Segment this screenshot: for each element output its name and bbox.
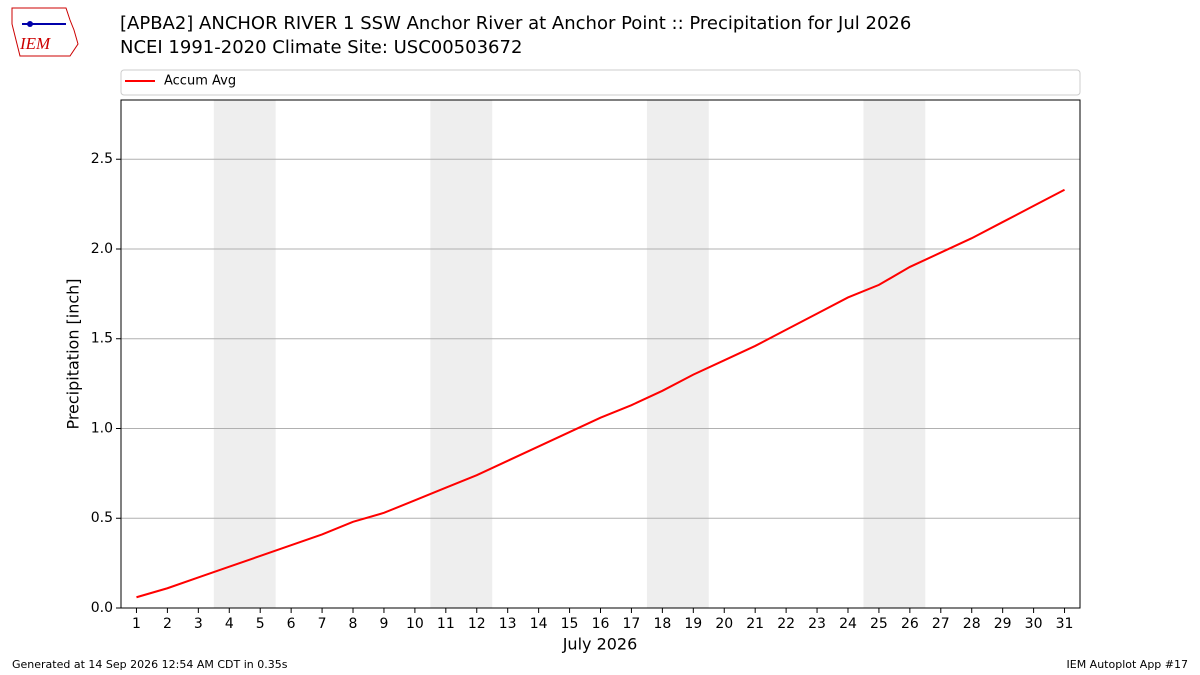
y-tick-label: 0.5 (91, 510, 113, 526)
logo-outline (11, 7, 79, 57)
x-tick-label: 20 (715, 616, 733, 632)
x-tick-label: 9 (379, 616, 388, 632)
x-tick-label: 17 (623, 616, 641, 632)
series-line (136, 188, 1065, 599)
x-axis-label: July 2026 (562, 635, 638, 654)
x-tick-label: 4 (225, 616, 234, 632)
x-tick-label: 6 (287, 616, 296, 632)
x-tick-label: 16 (592, 616, 610, 632)
x-tick-label: 3 (194, 616, 203, 632)
x-tick-label: 23 (808, 616, 826, 632)
x-tick-label: 21 (746, 616, 764, 632)
x-tick-label: 13 (499, 616, 517, 632)
x-tick-label: 28 (963, 616, 981, 632)
x-tick-label: 14 (530, 616, 548, 632)
x-tick-label: 22 (777, 616, 795, 632)
weekend-band (213, 100, 276, 608)
x-tick-label: 1 (132, 616, 141, 632)
x-tick-label: 8 (349, 616, 358, 632)
x-tick-label: 19 (684, 616, 702, 632)
y-tick-label: 2.0 (91, 241, 113, 257)
y-tick-label: 1.0 (91, 420, 113, 436)
footer-left: Generated at 14 Sep 2026 12:54 AM CDT in… (12, 658, 288, 671)
weekend-band (646, 100, 709, 608)
x-tick-label: 29 (994, 616, 1012, 632)
x-tick-label: 27 (932, 616, 950, 632)
weekend-band (430, 100, 493, 608)
legend-box (120, 69, 1081, 96)
plot-frame (120, 99, 1081, 609)
x-tick-label: 5 (256, 616, 265, 632)
chart-subtitle: NCEI 1991-2020 Climate Site: USC00503672 (120, 37, 522, 58)
x-tick-label: 31 (1056, 616, 1074, 632)
y-axis-label: Precipitation [inch] (64, 278, 83, 429)
legend-label: Accum Avg (164, 74, 236, 89)
footer-right: IEM Autoplot App #17 (1067, 658, 1189, 671)
x-tick-label: 30 (1025, 616, 1043, 632)
x-tick-label: 15 (561, 616, 579, 632)
logo-dot (27, 21, 33, 27)
x-tick-label: 12 (468, 616, 486, 632)
weekend-band (863, 100, 926, 608)
x-tick-label: 7 (318, 616, 327, 632)
x-tick-label: 10 (406, 616, 424, 632)
x-tick-label: 2 (163, 616, 172, 632)
y-tick-label: 0.0 (91, 600, 113, 616)
x-tick-label: 18 (653, 616, 671, 632)
x-tick-label: 26 (901, 616, 919, 632)
x-tick-label: 24 (839, 616, 857, 632)
x-tick-label: 25 (870, 616, 888, 632)
x-tick-label: 11 (437, 616, 455, 632)
logo-text: IEM (19, 34, 51, 53)
logo: IEM (11, 7, 79, 57)
chart-title: [APBA2] ANCHOR RIVER 1 SSW Anchor River … (120, 13, 911, 34)
y-tick-label: 2.5 (91, 151, 113, 167)
y-tick-label: 1.5 (91, 331, 113, 347)
